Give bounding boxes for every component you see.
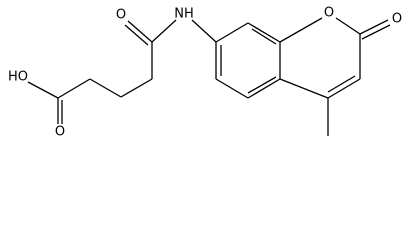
atom-label: O [55, 125, 65, 140]
structure-diagram: HO O O NH O O [8, 6, 402, 140]
bonds [27, 17, 391, 136]
atom-label: O [116, 8, 126, 23]
atom-label: O [324, 6, 334, 21]
atom-label: O [392, 12, 402, 27]
atom-label: HO [8, 70, 28, 85]
atom-label: NH [174, 7, 194, 22]
